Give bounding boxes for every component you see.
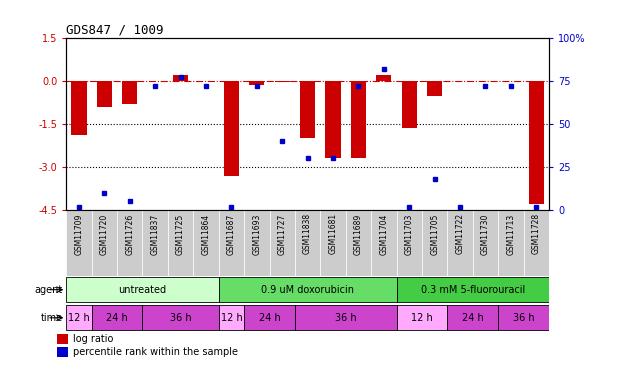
Bar bbox=[498, 305, 549, 330]
Bar bbox=[326, 81, 341, 158]
Text: GDS847 / 1009: GDS847 / 1009 bbox=[66, 23, 164, 36]
Bar bbox=[244, 305, 295, 330]
Bar bbox=[143, 305, 219, 330]
Text: GSM11713: GSM11713 bbox=[506, 213, 516, 255]
Bar bbox=[66, 277, 219, 302]
Bar bbox=[173, 75, 188, 81]
Bar bbox=[422, 210, 447, 276]
Bar bbox=[143, 210, 168, 276]
Text: 36 h: 36 h bbox=[170, 313, 191, 323]
Bar bbox=[396, 305, 447, 330]
Bar bbox=[219, 210, 244, 276]
Text: GSM11727: GSM11727 bbox=[278, 213, 286, 255]
Bar bbox=[447, 210, 473, 276]
Text: GSM11703: GSM11703 bbox=[404, 213, 414, 255]
Text: GSM11726: GSM11726 bbox=[126, 213, 134, 255]
Text: GSM11725: GSM11725 bbox=[176, 213, 185, 255]
Bar bbox=[295, 210, 321, 276]
Text: 0.3 mM 5-fluorouracil: 0.3 mM 5-fluorouracil bbox=[421, 285, 525, 295]
Bar bbox=[498, 210, 524, 276]
Bar bbox=[244, 210, 269, 276]
Bar bbox=[122, 81, 138, 104]
Text: GSM11681: GSM11681 bbox=[329, 213, 338, 254]
Text: 36 h: 36 h bbox=[513, 313, 534, 323]
Text: 12 h: 12 h bbox=[220, 313, 242, 323]
Text: 24 h: 24 h bbox=[106, 313, 128, 323]
Bar bbox=[219, 277, 396, 302]
Bar bbox=[351, 81, 366, 158]
Bar bbox=[401, 81, 417, 128]
Text: 36 h: 36 h bbox=[335, 313, 357, 323]
Bar bbox=[91, 305, 143, 330]
Bar bbox=[66, 305, 91, 330]
Bar bbox=[295, 305, 396, 330]
Bar bbox=[274, 81, 290, 82]
Bar bbox=[371, 210, 396, 276]
Bar bbox=[346, 210, 371, 276]
Bar bbox=[66, 210, 91, 276]
Bar bbox=[168, 210, 193, 276]
Bar bbox=[249, 81, 264, 85]
Bar bbox=[117, 210, 143, 276]
Bar bbox=[427, 81, 442, 96]
Text: GSM11720: GSM11720 bbox=[100, 213, 109, 255]
Bar bbox=[269, 210, 295, 276]
Bar bbox=[300, 81, 316, 138]
Text: untreated: untreated bbox=[119, 285, 167, 295]
Bar bbox=[529, 81, 544, 204]
Text: time: time bbox=[41, 313, 63, 323]
Bar bbox=[524, 210, 549, 276]
Text: 24 h: 24 h bbox=[259, 313, 280, 323]
Bar bbox=[71, 81, 86, 135]
Bar bbox=[219, 305, 244, 330]
Bar bbox=[376, 75, 391, 81]
Bar bbox=[91, 210, 117, 276]
Text: GSM11693: GSM11693 bbox=[252, 213, 261, 255]
Text: 24 h: 24 h bbox=[462, 313, 483, 323]
Bar bbox=[57, 347, 68, 357]
Bar bbox=[396, 210, 422, 276]
Text: GSM11730: GSM11730 bbox=[481, 213, 490, 255]
Bar bbox=[224, 81, 239, 176]
Bar bbox=[321, 210, 346, 276]
Text: GSM11689: GSM11689 bbox=[354, 213, 363, 255]
Text: GSM11705: GSM11705 bbox=[430, 213, 439, 255]
Bar bbox=[57, 334, 68, 344]
Bar bbox=[473, 210, 498, 276]
Text: GSM11709: GSM11709 bbox=[74, 213, 83, 255]
Text: GSM11864: GSM11864 bbox=[201, 213, 211, 255]
Bar bbox=[97, 81, 112, 106]
Bar bbox=[193, 210, 219, 276]
Text: GSM11838: GSM11838 bbox=[303, 213, 312, 254]
Text: log ratio: log ratio bbox=[73, 334, 113, 344]
Text: GSM11728: GSM11728 bbox=[532, 213, 541, 254]
Text: percentile rank within the sample: percentile rank within the sample bbox=[73, 347, 237, 357]
Text: GSM11687: GSM11687 bbox=[227, 213, 236, 255]
Text: GSM11704: GSM11704 bbox=[379, 213, 388, 255]
Text: 12 h: 12 h bbox=[68, 313, 90, 323]
Text: 0.9 uM doxorubicin: 0.9 uM doxorubicin bbox=[261, 285, 354, 295]
Bar bbox=[396, 277, 549, 302]
Text: 12 h: 12 h bbox=[411, 313, 433, 323]
Text: agent: agent bbox=[35, 285, 63, 295]
Bar bbox=[447, 305, 498, 330]
Text: GSM11837: GSM11837 bbox=[151, 213, 160, 255]
Text: GSM11722: GSM11722 bbox=[456, 213, 464, 254]
